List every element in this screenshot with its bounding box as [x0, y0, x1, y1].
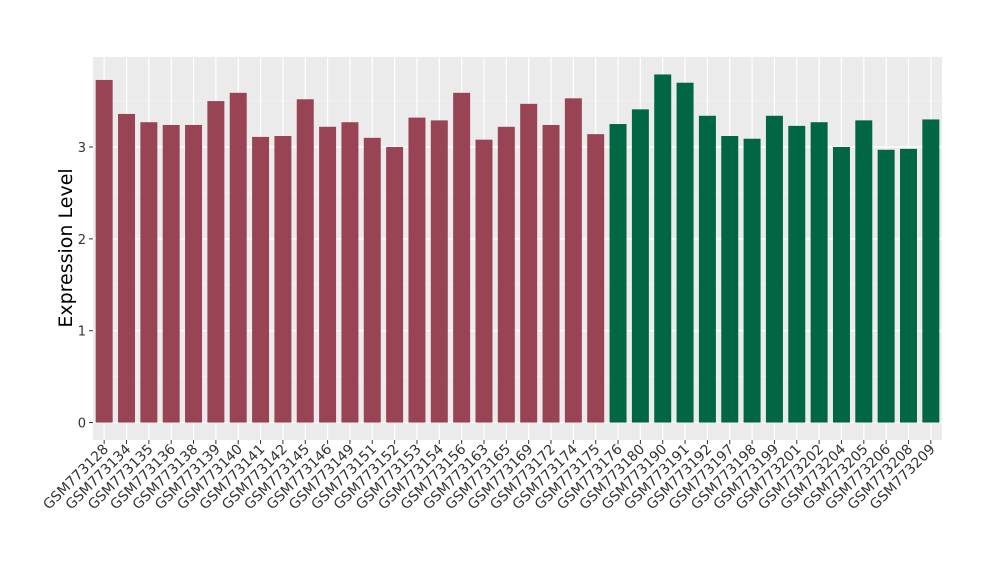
bar [676, 82, 694, 423]
bar [475, 139, 493, 423]
bar [140, 122, 158, 423]
bar [363, 137, 381, 423]
bar [587, 134, 605, 423]
bar [743, 138, 761, 423]
bar [810, 122, 828, 423]
bar [877, 149, 895, 423]
bar [453, 92, 471, 423]
y-tick-label: 3 [78, 141, 86, 156]
bar [118, 113, 136, 423]
bar [274, 135, 292, 423]
bar [252, 136, 270, 423]
bar [162, 124, 180, 423]
bar [386, 147, 404, 423]
bar [922, 119, 940, 423]
bar [497, 126, 515, 423]
bar [855, 120, 873, 423]
bar [564, 98, 582, 423]
y-axis-title: Expression Level [55, 168, 77, 327]
bar [788, 125, 806, 423]
bar [229, 92, 247, 423]
y-tick-label: 2 [78, 233, 86, 248]
bar [609, 124, 627, 423]
bar [832, 147, 850, 423]
bar [341, 122, 359, 423]
bar [765, 115, 783, 423]
bar [95, 79, 113, 423]
bar [408, 117, 426, 423]
bar [721, 135, 739, 423]
bar [654, 74, 672, 423]
bar [631, 109, 649, 423]
bar [698, 115, 716, 423]
y-tick-label: 0 [78, 417, 86, 432]
bar [899, 148, 917, 423]
bar [319, 126, 337, 423]
bar [185, 124, 203, 423]
bar [207, 101, 225, 423]
y-tick-label: 1 [78, 325, 86, 340]
bar [520, 103, 538, 423]
bar [430, 120, 448, 423]
bar [542, 124, 560, 423]
bar [296, 99, 314, 423]
